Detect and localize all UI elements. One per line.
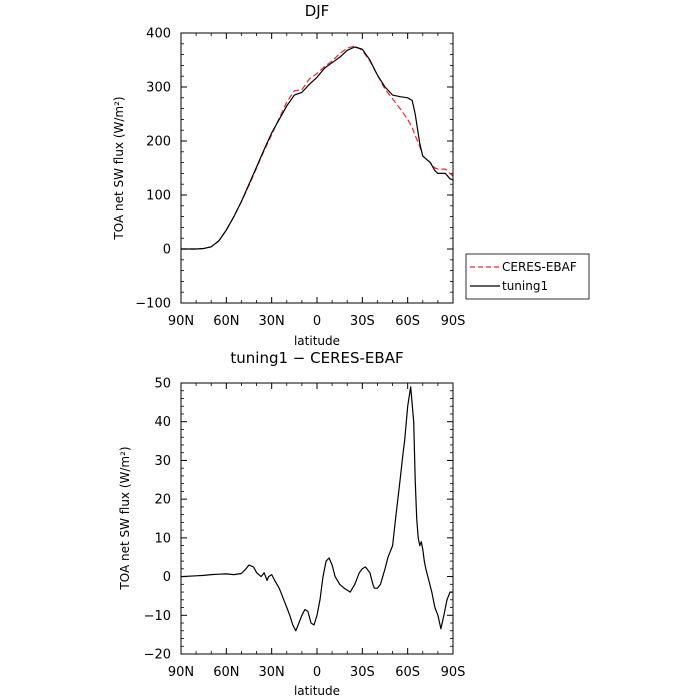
y-tick-label: 40 [154, 415, 171, 430]
y-tick-label: −100 [135, 297, 171, 312]
plot-frame [180, 32, 454, 304]
series-group [181, 45, 454, 250]
x-tick-label: 90N [168, 314, 194, 329]
tick-group: 90N 60N 30N 0 30S 60S 90S −100 0 100 200 300 400 [135, 27, 465, 330]
series-line-difference [180, 386, 453, 632]
legend-box [465, 253, 590, 300]
x-axis-label: latitude [294, 334, 340, 348]
y-axis-label: TOA net SW flux (W/m²) [112, 96, 126, 240]
y-tick-label: −10 [144, 609, 171, 624]
y-tick-label: 200 [146, 135, 171, 150]
y-tick-label: 20 [154, 493, 171, 508]
legend: CERES-EBAF tuning1 [465, 253, 590, 300]
y-tick-label: 0 [163, 243, 171, 258]
chart-title: tuning1 − CERES-EBAF [230, 349, 403, 367]
x-tick-label: 90S [441, 314, 466, 329]
panel-top: DJF TOA net SW flux (W/m²) latitude 90N 6… [112, 2, 465, 348]
y-tick-label: 30 [154, 454, 171, 469]
y-tick-label: 300 [146, 81, 171, 96]
x-tick-label: 30S [350, 665, 375, 680]
x-tick-label: 60S [395, 665, 420, 680]
y-axis-label: TOA net SW flux (W/m²) [118, 446, 132, 590]
x-tick-label: 0 [313, 314, 321, 329]
x-tick-label: 60S [395, 314, 420, 329]
y-tick-label: −20 [144, 648, 171, 663]
x-axis-label: latitude [294, 684, 340, 698]
x-tick-label: 90S [441, 665, 466, 680]
x-tick-label: 90N [168, 665, 194, 680]
y-tick-label: 50 [154, 377, 171, 392]
y-tick-label: 0 [163, 570, 171, 585]
x-tick-label: 60N [213, 314, 239, 329]
series-line-tuning1 [181, 46, 454, 250]
x-tick-label: 30N [259, 665, 285, 680]
x-tick-label: 30S [350, 314, 375, 329]
x-tick-label: 30N [259, 314, 285, 329]
legend-label-ceres: CERES-EBAF [502, 260, 577, 274]
y-tick-label: 10 [154, 531, 171, 546]
y-tick-label: 400 [146, 27, 171, 42]
chart-title: DJF [305, 2, 330, 20]
legend-label-tuning1: tuning1 [502, 279, 548, 293]
panel-bottom: tuning1 − CERES-EBAF TOA net SW flux (W/… [118, 349, 465, 698]
x-tick-label: 0 [313, 665, 321, 680]
x-tick-label: 60N [213, 665, 239, 680]
series-group [180, 386, 453, 632]
y-tick-label: 100 [146, 189, 171, 204]
plot-frame [180, 382, 454, 655]
